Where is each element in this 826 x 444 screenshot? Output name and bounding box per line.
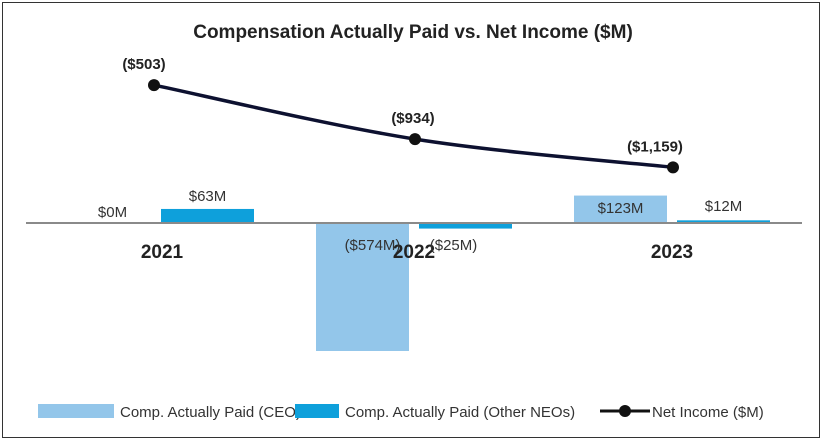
category-label-2023: 2023 [651, 242, 693, 263]
bar-ceo-2023 [574, 195, 667, 223]
legend-label-other-neos: Comp. Actually Paid (Other NEOs) [345, 404, 575, 421]
data-label-ceo-2021: $0M [98, 204, 127, 221]
data-label-other-neos-2022: ($25M) [430, 237, 478, 254]
data-label-other-neos-2021: $63M [189, 188, 227, 205]
net-income-label-2021: ($503) [122, 56, 165, 73]
bar-other-neos-2022 [419, 223, 512, 229]
legend-label-net-income: Net Income ($M) [652, 404, 764, 421]
data-label-ceo-2022: ($574M) [345, 237, 401, 254]
data-label-ceo-2023: $123M [598, 200, 644, 217]
legend: Comp. Actually Paid (CEO) Comp. Actually… [38, 404, 764, 421]
legend-label-ceo: Comp. Actually Paid (CEO) [120, 404, 301, 421]
category-label-2022: 2022 [393, 242, 435, 263]
net-income-point-2021 [148, 79, 160, 92]
chart-frame [2, 2, 820, 438]
net-income-label-2022: ($934) [391, 110, 434, 127]
bar-other-neos-2023 [677, 220, 770, 223]
category-label-2021: 2021 [141, 242, 184, 263]
legend-swatch-other-neos [295, 404, 339, 418]
legend-marker-net-income [619, 405, 631, 417]
bar-other-neos-2021 [161, 208, 254, 223]
net-income-point-2022 [409, 133, 421, 146]
bar-ceo-2022 [316, 223, 409, 351]
net-income-label-2023: ($1,159) [627, 138, 683, 155]
net-income-point-2023 [667, 161, 679, 174]
legend-swatch-ceo [38, 404, 114, 418]
chart-title: Compensation Actually Paid vs. Net Incom… [193, 22, 633, 43]
data-label-other-neos-2023: $12M [705, 198, 743, 215]
